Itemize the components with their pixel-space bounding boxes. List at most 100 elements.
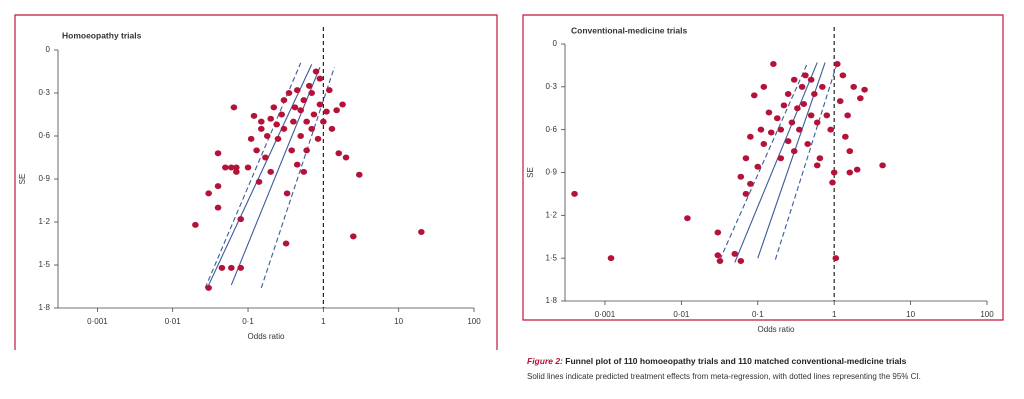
data-point	[339, 101, 346, 108]
y-tick-label: 0·3	[38, 88, 50, 97]
data-point	[300, 97, 308, 104]
x-tick-label: 0·01	[673, 310, 690, 319]
data-point	[861, 86, 868, 93]
y-tick-label: 1·5	[38, 260, 50, 269]
data-point	[800, 100, 808, 107]
data-point	[807, 76, 815, 83]
fit-line	[774, 62, 838, 260]
data-point	[293, 87, 301, 94]
data-point	[250, 112, 258, 119]
data-point	[305, 82, 313, 89]
y-tick-label: 1·8	[545, 296, 557, 305]
chart-title: Conventional-medicine trials	[571, 25, 687, 35]
data-point	[228, 164, 235, 171]
fit-line	[734, 62, 818, 263]
data-point	[607, 255, 615, 262]
data-point	[237, 216, 245, 223]
data-point	[308, 90, 315, 96]
data-point	[257, 118, 265, 125]
data-point	[280, 97, 288, 104]
data-point	[784, 138, 792, 145]
data-point	[418, 229, 425, 236]
data-point	[218, 264, 226, 271]
data-point	[773, 115, 781, 122]
data-point	[770, 60, 777, 67]
data-point	[802, 72, 809, 79]
data-point	[804, 140, 811, 147]
data-point	[846, 148, 854, 155]
data-point	[262, 154, 269, 161]
data-point	[857, 95, 864, 102]
data-point	[767, 129, 775, 136]
data-point	[300, 168, 308, 175]
data-point	[731, 250, 739, 257]
data-point	[233, 168, 240, 175]
x-tick-label: 1	[321, 317, 326, 326]
data-point	[247, 135, 255, 142]
x-tick-label: 10	[906, 310, 915, 319]
y-axis-label: SE	[526, 167, 535, 178]
y-tick-label: 1·2	[38, 217, 50, 226]
data-point	[790, 148, 798, 155]
data-point	[257, 125, 265, 132]
data-point	[290, 118, 297, 125]
data-point	[816, 155, 824, 162]
data-point	[798, 83, 806, 90]
data-point	[834, 60, 841, 67]
data-point	[278, 111, 286, 118]
x-axis-label: Odds ratio	[248, 332, 285, 341]
data-point	[297, 133, 304, 139]
data-point	[737, 258, 745, 265]
x-tick-label: 0·001	[595, 310, 616, 319]
y-tick-label: 1·5	[545, 253, 557, 262]
y-tick-label: 0·9	[38, 174, 50, 183]
data-point	[267, 115, 275, 122]
fit-line	[719, 62, 809, 260]
y-tick-label: 0·3	[545, 82, 557, 91]
x-tick-label: 0·01	[165, 317, 182, 326]
x-tick-label: 0·1	[242, 317, 254, 326]
y-tick-label: 1·8	[38, 303, 50, 312]
data-point	[328, 125, 336, 132]
data-point	[684, 215, 691, 222]
data-point	[714, 229, 722, 236]
data-point	[230, 104, 238, 111]
data-point	[293, 161, 301, 168]
data-point	[747, 180, 754, 187]
y-tick-label: 0·6	[545, 125, 557, 134]
data-point	[253, 147, 260, 154]
caption-label: Figure 2:	[527, 356, 563, 366]
data-point	[842, 133, 849, 140]
data-point	[832, 255, 840, 262]
data-point	[342, 154, 350, 161]
panel-frame	[14, 14, 498, 350]
data-point	[850, 83, 857, 90]
data-point	[303, 147, 310, 154]
y-tick-label: 0·6	[38, 131, 50, 140]
data-point	[255, 178, 263, 185]
data-point	[844, 112, 851, 119]
data-point	[270, 104, 278, 111]
x-tick-label: 0·1	[752, 310, 764, 319]
data-point	[807, 112, 815, 119]
panel-frame	[522, 14, 1004, 321]
data-point	[316, 75, 324, 82]
caption-title-text: Funnel plot of 110 homoeopathy trials an…	[565, 356, 906, 366]
data-point	[222, 164, 229, 171]
data-point	[355, 171, 363, 178]
data-point	[777, 126, 785, 133]
x-tick-label: 100	[467, 317, 481, 326]
y-axis-label: SE	[18, 174, 27, 185]
data-point	[830, 169, 838, 176]
fit-line	[230, 66, 321, 286]
data-point	[288, 147, 296, 154]
data-point	[750, 92, 758, 99]
y-tick-label: 0	[553, 39, 558, 48]
data-point	[813, 162, 821, 169]
x-tick-label: 1	[832, 310, 837, 319]
data-point	[836, 98, 844, 105]
data-point	[326, 87, 333, 94]
data-point	[214, 150, 222, 157]
data-point	[823, 112, 831, 119]
